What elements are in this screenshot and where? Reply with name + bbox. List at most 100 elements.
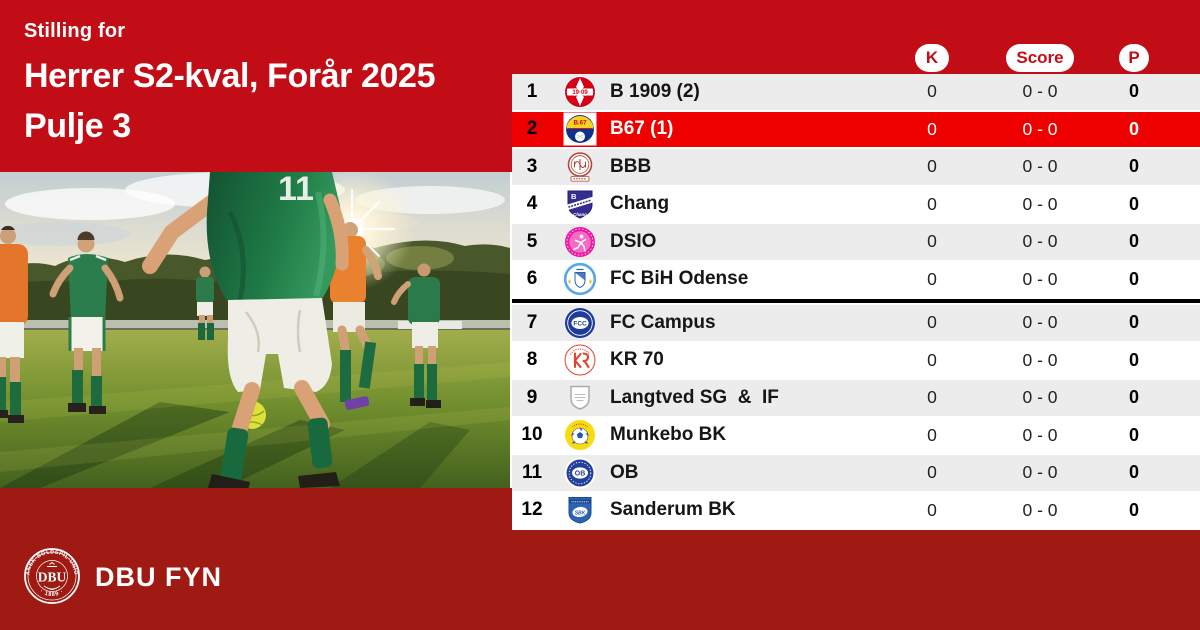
- table-row: 5 DSIO 0 0 - 0 0: [512, 224, 1200, 260]
- bbb-crest-icon: [552, 150, 608, 184]
- points-value: 0: [1128, 193, 1139, 214]
- points-value: 0: [1128, 349, 1139, 370]
- score-value: 0 - 0: [1022, 462, 1058, 483]
- team-name: FC BiH Odense: [610, 268, 749, 290]
- team-name: Sanderum BK: [610, 499, 736, 521]
- svg-text:SBK: SBK: [575, 511, 586, 517]
- score-value: 0 - 0: [1022, 312, 1058, 333]
- page-subtitle: Pulje 3: [24, 107, 131, 145]
- team-name: B67 (1): [610, 118, 674, 140]
- points-value: 0: [1128, 81, 1139, 102]
- crest-ring-text-bottom: · 1889 ·: [39, 589, 64, 598]
- position-number: 10: [521, 424, 543, 446]
- points-value: 0: [1128, 118, 1139, 139]
- team-name: KR 70: [610, 349, 664, 371]
- b1909-crest-icon: 19·09: [552, 75, 608, 109]
- bih-crest-icon: [552, 262, 608, 296]
- score-value: 0 - 0: [1022, 156, 1058, 177]
- promotion-divider: [512, 299, 1200, 303]
- dsio-crest-icon: [552, 225, 608, 259]
- score-value: 0 - 0: [1022, 387, 1058, 408]
- match-photo: 11: [0, 172, 510, 488]
- points-value: 0: [1128, 387, 1139, 408]
- matches-played-value: 0: [927, 462, 937, 483]
- matches-played-value: 0: [927, 387, 937, 408]
- player-figure-running: [49, 231, 124, 414]
- chang-crest-icon: B Chang: [552, 187, 608, 221]
- svg-text:OB: OB: [575, 470, 586, 477]
- points-value: 0: [1128, 156, 1139, 177]
- matches-played-value: 0: [927, 424, 937, 445]
- team-name: Chang: [610, 193, 670, 215]
- team-name: FC Campus: [610, 311, 716, 333]
- points-value: 0: [1128, 462, 1139, 483]
- score-value: 0 - 0: [1022, 499, 1058, 520]
- position-number: 2: [526, 118, 538, 140]
- fcc-crest-icon: FCC: [552, 306, 608, 340]
- matches-played-value: 0: [927, 231, 937, 252]
- score-value: 0 - 0: [1022, 81, 1058, 102]
- points-value: 0: [1128, 424, 1139, 445]
- team-name: Munkebo BK: [610, 424, 727, 446]
- matches-played-value: 0: [927, 81, 937, 102]
- svg-text:FCC: FCC: [573, 320, 587, 327]
- dbu-crest-icon: DANSK·BOLDSPIL·UNION · 1889 · DBU: [23, 547, 80, 604]
- matches-played-value: 0: [927, 349, 937, 370]
- matches-played-value: 0: [927, 499, 937, 520]
- table-row: 4 B Chang Chang 0 0 - 0 0: [512, 186, 1200, 222]
- position-number: 8: [526, 349, 538, 371]
- score-value: 0 - 0: [1022, 193, 1058, 214]
- table-row: 12 SBK Sanderum BK 0 0 - 0 0: [512, 492, 1200, 528]
- points-value: 0: [1128, 268, 1139, 289]
- score-value: 0 - 0: [1022, 424, 1058, 445]
- svg-text:· 1889 ·: · 1889 ·: [39, 589, 65, 598]
- svg-text:Chang: Chang: [573, 212, 587, 217]
- team-name: B 1909 (2): [610, 80, 700, 102]
- matches-played-value: 0: [927, 118, 937, 139]
- position-number: 11: [521, 461, 543, 483]
- position-number: 7: [526, 311, 538, 333]
- table-row: 11 OB OB 0 0 - 0 0: [512, 455, 1200, 491]
- team-name: DSIO: [610, 230, 657, 252]
- eyebrow-label: Stilling for: [24, 20, 126, 42]
- position-number: 6: [526, 268, 538, 290]
- score-value: 0 - 0: [1022, 118, 1058, 139]
- jersey-number: 11: [278, 172, 314, 208]
- column-badge-k: K: [915, 44, 949, 72]
- table-row: 2 B.67 B67 (1) 0 0 - 0 0: [512, 111, 1200, 147]
- position-number: 9: [526, 386, 538, 408]
- sanderum-crest-icon: SBK: [552, 493, 608, 527]
- team-name: Langtved SG & IF: [610, 386, 779, 408]
- brand-name: DBU FYN: [95, 562, 222, 592]
- team-name: OB: [610, 461, 639, 483]
- munkebo-crest-icon: [552, 418, 608, 452]
- points-value: 0: [1128, 231, 1139, 252]
- matches-played-value: 0: [927, 156, 937, 177]
- player-figure-left-edge: [0, 225, 28, 423]
- position-number: 12: [521, 499, 543, 521]
- table-row: 3 BBB 0 0 - 0 0: [512, 149, 1200, 185]
- matches-played-value: 0: [927, 312, 937, 333]
- team-name: BBB: [610, 155, 652, 177]
- crest-center-text: DBU: [38, 570, 67, 585]
- table-row: 9 Langtved SG & IF 0 0 - 0 0: [512, 380, 1200, 416]
- points-value: 0: [1128, 499, 1139, 520]
- column-badge-score: Score: [1006, 44, 1074, 72]
- position-number: 3: [526, 155, 538, 177]
- player-figure-midfield: [196, 266, 214, 340]
- standings-table: 1 19·09 B 1909 (2) 0 0 - 0 0 2 B.67 B67 (1) 0 0 - …: [512, 74, 1200, 530]
- score-value: 0 - 0: [1022, 231, 1058, 252]
- player-figure-right: [391, 263, 441, 408]
- table-row: 7 FCC FC Campus 0 0 - 0 0: [512, 305, 1200, 341]
- table-row: 6 FC BiH Odense 0 0 - 0 0: [512, 261, 1200, 297]
- column-badge-p: P: [1119, 44, 1149, 72]
- player-figure-main: 11: [142, 172, 349, 488]
- matches-played-value: 0: [927, 268, 937, 289]
- b67-crest-icon: B.67: [552, 112, 608, 146]
- kr70-crest-icon: [552, 343, 608, 377]
- position-number: 4: [526, 193, 538, 215]
- table-row: 8 KR 70 0 0 - 0 0: [512, 342, 1200, 378]
- title-panel: [0, 0, 512, 172]
- svg-text:B.67: B.67: [573, 120, 587, 127]
- position-number: 5: [526, 230, 538, 252]
